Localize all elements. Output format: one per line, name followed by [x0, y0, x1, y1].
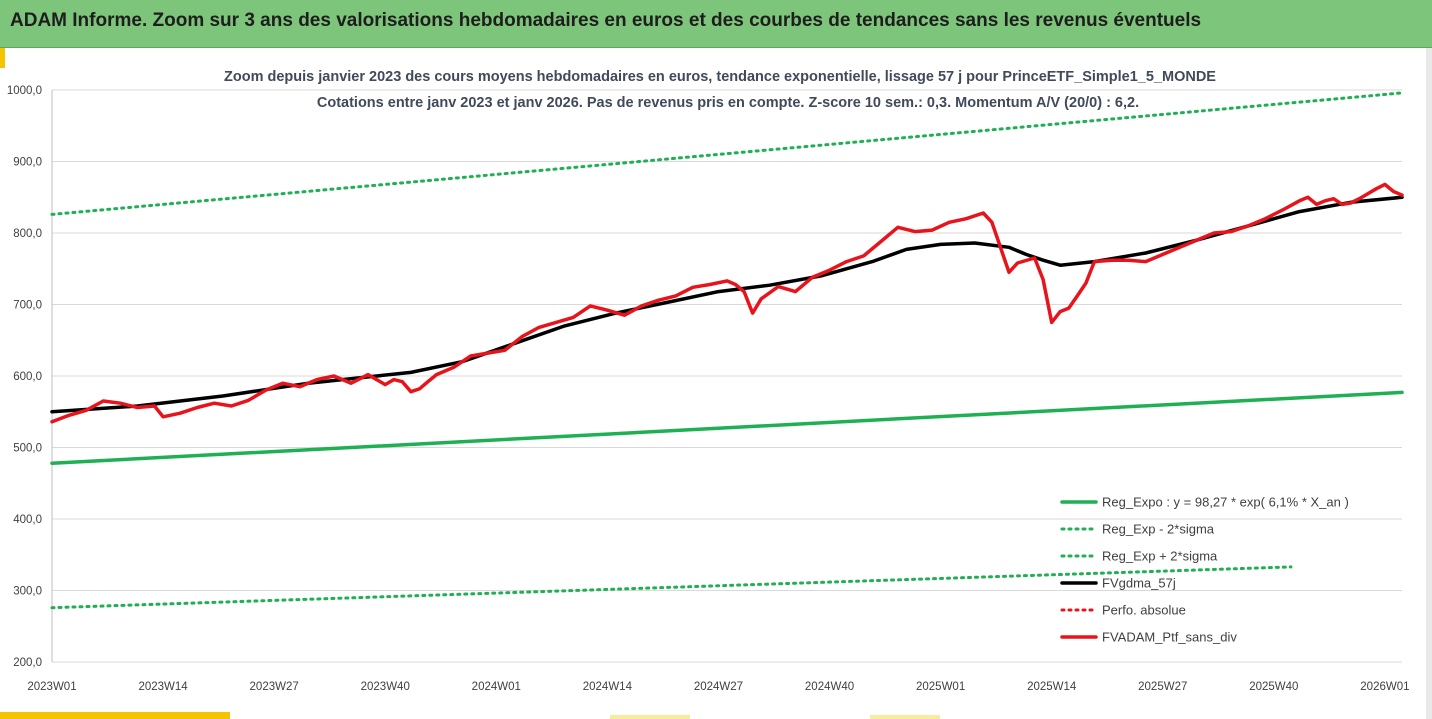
- legend-label-2: Reg_Exp + 2*sigma: [1102, 549, 1218, 564]
- y-tick-label: 600,0: [13, 371, 42, 383]
- x-tick-label: 2023W01: [27, 681, 76, 693]
- x-tick-label: 2023W14: [138, 681, 188, 693]
- x-tick-label: 2023W27: [250, 681, 299, 693]
- gridlines: [51, 89, 1402, 663]
- x-tick-label: 2024W01: [472, 681, 521, 693]
- y-tick-label: 400,0: [13, 514, 42, 526]
- y-tick-label: 1000,0: [7, 85, 42, 97]
- legend-label-4: Perfo. absolue: [1102, 603, 1186, 618]
- x-tick-label: 2024W40: [805, 681, 854, 693]
- legend-label-5: FVADAM_Ptf_sans_div: [1102, 630, 1237, 645]
- title-banner: ADAM Informe. Zoom sur 3 ans des valoris…: [0, 0, 1432, 48]
- series-line-2: [50, 91, 1404, 216]
- x-axis-labels: 2023W01 2023W14 2023W27 2023W40 2024W01 2024W…: [27, 681, 1409, 693]
- series-lines: [50, 91, 1404, 610]
- series-line-5: [50, 182, 1404, 424]
- x-tick-label: 2025W27: [1138, 681, 1187, 693]
- accent-bar-left: [0, 48, 5, 68]
- x-tick-label: 2026W01: [1360, 681, 1409, 693]
- x-tick-label: 2025W40: [1249, 681, 1298, 693]
- series-line-0: [50, 390, 1404, 465]
- accent-bar-bottom-3: [870, 715, 940, 719]
- y-axis-labels: 200,0 300,0 400,0 500,0 600,0 700,0 800,0 900,0…: [7, 85, 42, 669]
- legend-label-3: FVgdma_57j: [1102, 576, 1176, 591]
- y-tick-label: 800,0: [13, 228, 42, 240]
- x-tick-label: 2024W14: [583, 681, 633, 693]
- chart-title-line-2: Cotations entre janv 2023 et janv 2026. …: [317, 95, 1139, 111]
- y-tick-label: 500,0: [13, 443, 42, 455]
- accent-bar-bottom: [0, 712, 230, 719]
- x-tick-label: 2025W14: [1027, 681, 1077, 693]
- series-line-3: [50, 195, 1404, 414]
- y-tick-label: 700,0: [13, 300, 42, 312]
- frame-edge-right: [1426, 48, 1432, 719]
- x-tick-label: 2023W40: [361, 681, 410, 693]
- accent-bar-bottom-2: [610, 715, 690, 719]
- page-title: ADAM Informe. Zoom sur 3 ans des valoris…: [10, 10, 1202, 31]
- legend-label-0: Reg_Expo : y = 98,27 * exp( 6,1% * X_an …: [1102, 495, 1349, 510]
- chart-title-line-1: Zoom depuis janvier 2023 des cours moyen…: [224, 69, 1216, 85]
- x-tick-label: 2025W01: [916, 681, 965, 693]
- legend-label-1: Reg_Exp - 2*sigma: [1102, 522, 1215, 537]
- y-tick-label: 300,0: [13, 586, 42, 598]
- y-tick-label: 200,0: [13, 657, 42, 669]
- x-tick-label: 2024W27: [694, 681, 743, 693]
- chart-title: Zoom depuis janvier 2023 des cours moyen…: [224, 69, 1216, 111]
- y-tick-label: 900,0: [13, 157, 42, 169]
- line-chart: 200,0 300,0 400,0 500,0 600,0 700,0 800,0 900,0…: [7, 69, 1410, 693]
- chart-legend: Reg_Expo : y = 98,27 * exp( 6,1% * X_an …: [1060, 495, 1349, 645]
